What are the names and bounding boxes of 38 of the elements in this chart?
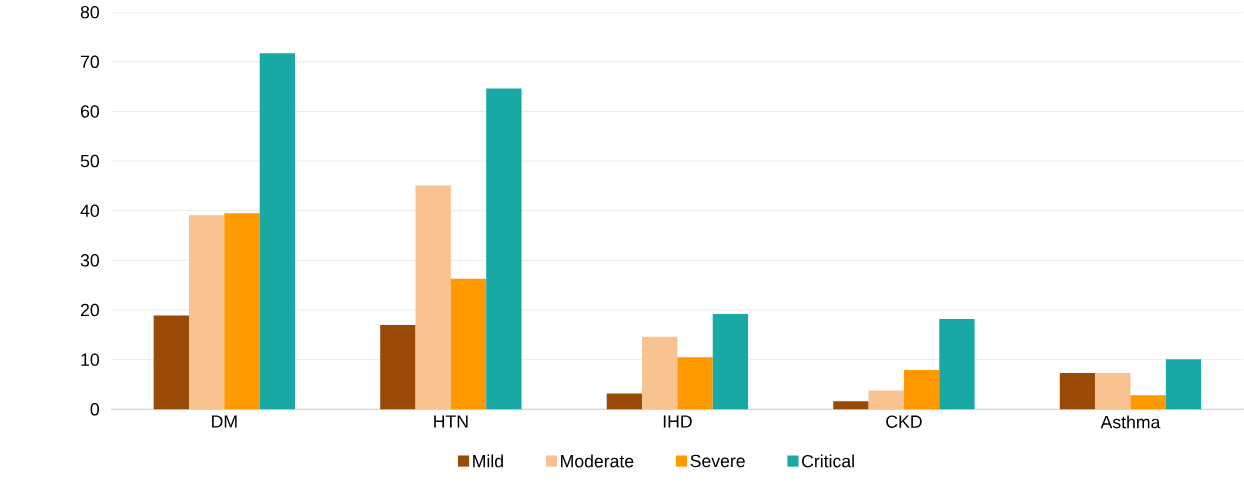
y-tick-label: 40 — [80, 204, 99, 218]
bar — [486, 88, 522, 410]
bar — [1095, 373, 1131, 410]
bar — [606, 393, 643, 410]
y-tick-label: 60 — [80, 105, 99, 118]
x-tick-label: CKD — [886, 415, 922, 429]
bar — [415, 185, 451, 410]
y-tick-label: 30 — [80, 254, 99, 267]
bar — [1165, 359, 1202, 410]
y-tick-label: 0 — [90, 403, 99, 416]
legend-label: Mild — [473, 454, 503, 468]
y-tick-label: 80 — [80, 6, 99, 19]
bar — [450, 278, 487, 410]
bar — [153, 315, 189, 410]
legend-label: Severe — [690, 454, 745, 468]
bar — [380, 325, 416, 410]
bar — [712, 314, 749, 410]
bar — [868, 390, 904, 410]
y-tick-label: 10 — [81, 353, 99, 367]
x-tick-label: HTN — [434, 415, 468, 428]
y-tick-label: 20 — [80, 303, 99, 317]
legend-label: Critical — [802, 454, 854, 468]
bar — [903, 370, 940, 410]
bar — [642, 336, 678, 410]
bar — [939, 319, 975, 410]
y-tick-label: 70 — [80, 55, 99, 69]
bar — [677, 357, 713, 410]
x-tick-label: Asthma — [1100, 415, 1161, 429]
bar — [224, 213, 260, 410]
bar — [259, 53, 296, 410]
bar — [833, 401, 869, 410]
bar — [1130, 395, 1166, 410]
x-tick-label: DM — [212, 415, 237, 428]
x-tick-label: IHD — [663, 415, 692, 428]
bar — [188, 215, 225, 410]
legend-label: Moderate — [561, 454, 634, 468]
bar — [1059, 373, 1096, 410]
y-tick-label: 50 — [80, 154, 99, 168]
